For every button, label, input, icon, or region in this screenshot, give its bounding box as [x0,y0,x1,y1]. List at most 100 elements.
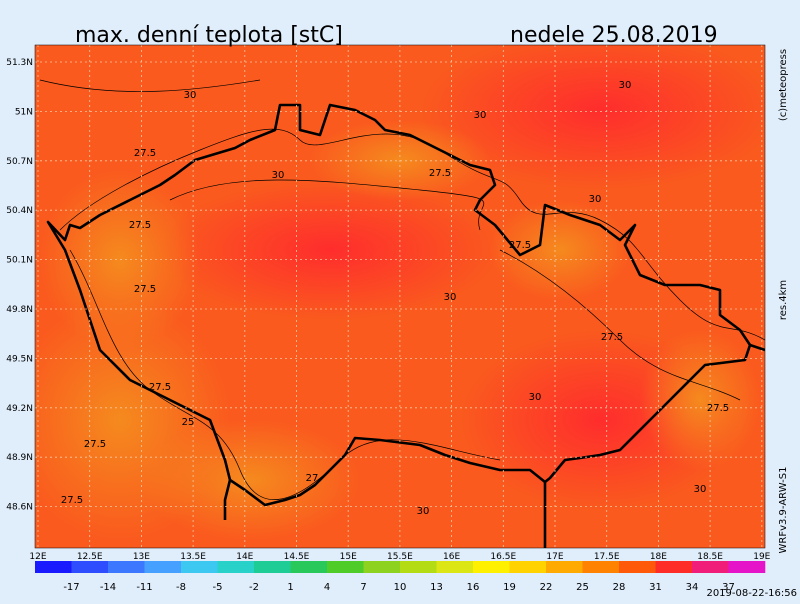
lon-label: 13.5E [180,552,206,562]
contour-label: 30 [444,292,457,303]
copyright: (c)meteopress [778,49,789,121]
colorbar-tick-label: -11 [136,582,152,593]
contour-line [499,249,741,401]
warm-area [640,330,760,470]
contour-label: 27.5 [84,439,106,450]
contour-label: 30 [589,194,602,205]
colorbar-segment [181,561,218,573]
map-date: nedele 25.08.2019 [510,23,718,48]
colorbar-segment [290,561,328,573]
contour-label: 30 [272,170,285,181]
colorbar-tick-label: -14 [100,582,116,593]
lon-label: 14E [236,552,253,562]
colorbar-segment [71,561,109,573]
colorbar-tick-label: -8 [176,582,186,593]
lon-label: 17.5E [594,552,620,562]
colorbar-segment [217,561,255,573]
lat-label: 49.8N [6,305,33,315]
lon-label: 15E [340,552,357,562]
contour-line [169,179,485,231]
resolution: res.4km [778,280,789,320]
colorbar-segment [546,561,583,573]
colorbar-tick-label: 1 [287,582,293,593]
colorbar-segment [473,561,510,573]
lat-label: 48.9N [6,453,33,463]
colorbar-segment [35,561,72,573]
colorbar-segment [400,561,437,573]
lat-label: 50.7N [6,157,33,167]
contour-label: 25 [182,417,195,428]
contour-label: 27.5 [134,284,156,295]
lon-label: 12.5E [77,552,103,562]
lon-label: 17E [546,552,563,562]
contour-line [39,79,261,92]
contour-label: 27.5 [134,148,156,159]
colorbar-segment [363,561,401,573]
colorbar-segment [327,561,364,573]
lon-label: 16E [443,552,460,562]
contour-label: 30 [184,90,197,101]
colorbar-tick-label: 13 [430,582,443,593]
colorbar-segment [655,561,693,573]
lon-label: 13E [133,552,150,562]
contour-label: 27 [306,473,319,484]
colorbar-segment [582,561,620,573]
graticule [35,45,765,548]
colorbar-segment [509,561,547,573]
colorbar-tick-label: 7 [360,582,366,593]
colorbar-segment [108,561,145,573]
hot-area [420,45,765,190]
colorbar-segment [436,561,474,573]
colorbar-tick-label: 16 [467,582,480,593]
contour-label: 30 [417,506,430,517]
model: WRFv3.9-ARW-S1 [778,467,789,554]
contour-label: 27.5 [129,220,151,231]
lon-label: 18.5E [697,552,723,562]
colorbar-tick-label: -5 [213,582,223,593]
colorbar-tick-label: -17 [63,582,79,593]
map-title: max. denní teplota [stC] [75,23,343,48]
country-border [46,103,752,507]
colorbar-tick-label: -2 [249,582,259,593]
colorbar-segment [692,561,729,573]
border [749,343,765,352]
colorbar-segment [254,561,291,573]
contour-label: 27.5 [61,495,83,506]
lon-label: 14.5E [284,552,310,562]
lon-label: 12E [29,552,46,562]
lat-label: 50.1N [6,256,33,266]
lat-label: 50.4N [6,206,33,216]
lon-label: 15.5E [387,552,413,562]
contour-label: 27.5 [601,332,623,343]
colorbar-tick-label: 37 [722,582,735,593]
lon-label: 16.5E [490,552,516,562]
colorbar-tick-label: 25 [576,582,589,593]
colorbar-tick-label: 10 [394,582,407,593]
contour-label: 27.5 [707,403,729,414]
borders [46,103,765,548]
colorbar: -17 -14 -11 -8 -5 -2 1 4 7 10 13 16 19 22 25 28 31 34 37 [35,561,766,593]
lon-label: 18E [650,552,667,562]
contour-label: 27.5 [429,168,451,179]
lat-label: 48.6N [6,503,33,513]
warm-area [490,200,630,300]
lat-label: 51N [15,107,33,117]
colorbar-tick-label: 22 [540,582,553,593]
border [223,479,232,520]
contour-label: 30 [529,392,542,403]
map: 30 27.5 30 27.5 27.5 30 27.5 30 30 27.5 27.5 30 27.5… [35,45,765,548]
contour-label: 27.5 [509,240,531,251]
colorbar-segment [619,561,656,573]
contour-label: 30 [694,484,707,495]
contour-label: 27.5 [149,382,171,393]
lon-label: 19E [753,552,770,562]
map-frame [34,44,766,549]
colorbar-tick-label: 19 [503,582,516,593]
lat-label: 51.3N [6,58,33,68]
contour-label: 30 [474,110,487,121]
colorbar-tick-label: 31 [649,582,662,593]
colorbar-segment [144,561,182,573]
colorbar-tick-label: 28 [613,582,626,593]
lat-label: 49.2N [6,404,33,414]
